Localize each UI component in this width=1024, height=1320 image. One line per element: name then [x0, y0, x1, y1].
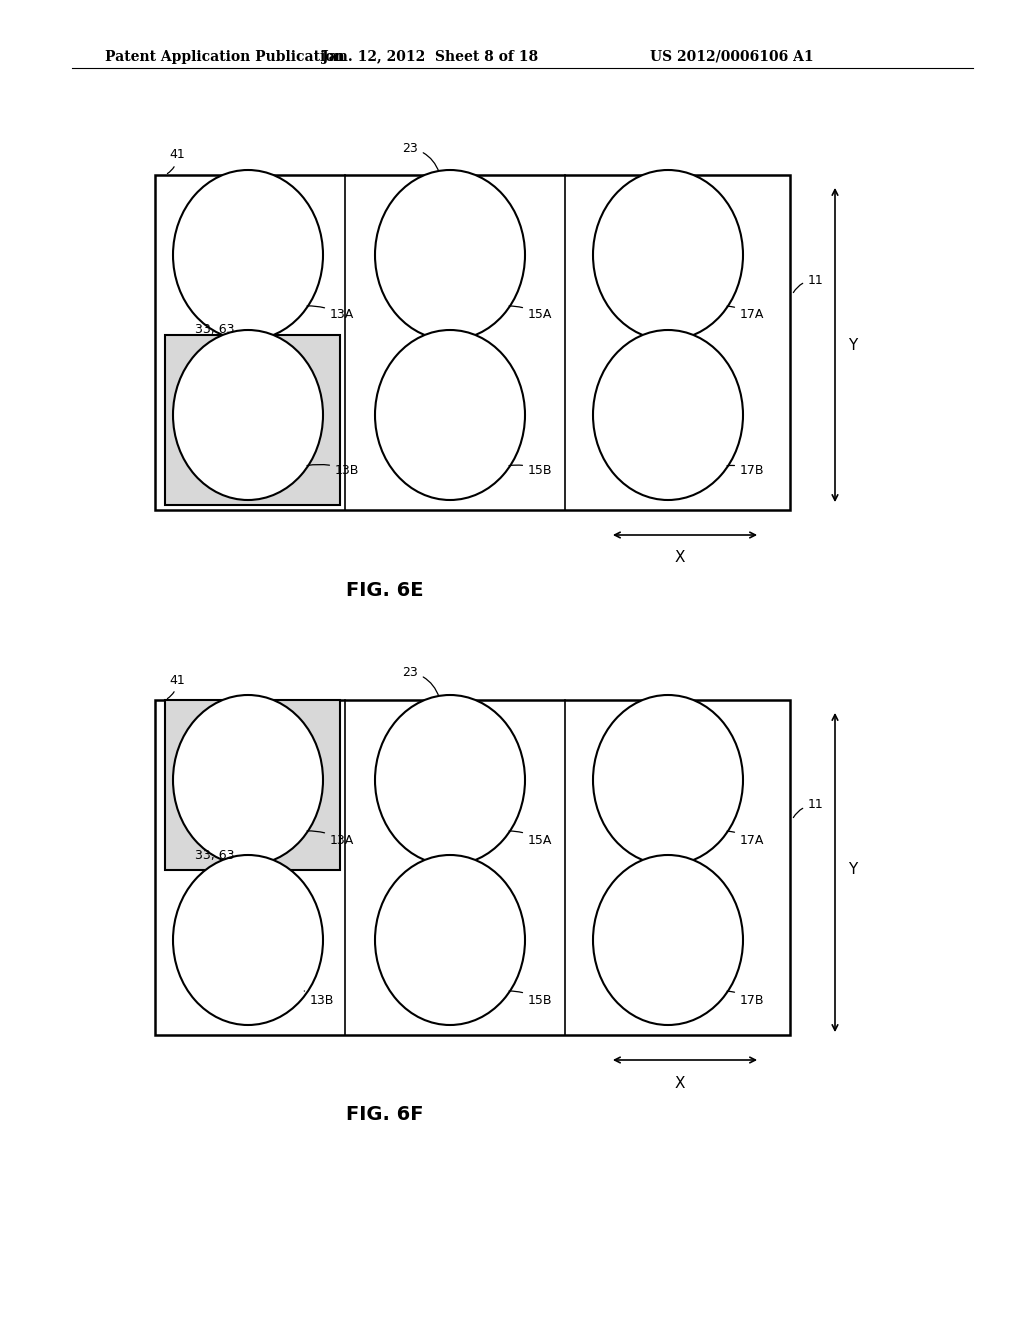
Text: FIG. 6E: FIG. 6E — [346, 581, 424, 599]
Text: FIG. 6F: FIG. 6F — [346, 1106, 424, 1125]
Text: 23: 23 — [402, 665, 439, 697]
Ellipse shape — [375, 330, 525, 500]
Ellipse shape — [593, 330, 743, 500]
Bar — [155, 700, 790, 1035]
Text: 13A: 13A — [307, 830, 354, 846]
Ellipse shape — [173, 855, 323, 1026]
Ellipse shape — [173, 170, 323, 341]
Text: Patent Application Publication: Patent Application Publication — [105, 50, 345, 63]
Bar — [165, 335, 340, 506]
Ellipse shape — [375, 855, 525, 1026]
Text: Jan. 12, 2012  Sheet 8 of 18: Jan. 12, 2012 Sheet 8 of 18 — [322, 50, 538, 63]
Text: Y: Y — [848, 338, 857, 352]
Text: 17A: 17A — [727, 306, 764, 322]
Text: Y: Y — [848, 862, 857, 878]
Text: 11: 11 — [794, 273, 823, 293]
Text: 13B: 13B — [307, 463, 359, 477]
Bar — [165, 700, 340, 870]
Text: 17A: 17A — [727, 832, 764, 846]
Text: X: X — [675, 550, 685, 565]
Bar — [155, 176, 790, 510]
Text: 13B: 13B — [304, 991, 335, 1006]
Text: 41: 41 — [167, 673, 185, 698]
Text: 33, 63: 33, 63 — [196, 849, 234, 862]
Text: 17B: 17B — [727, 463, 765, 477]
Ellipse shape — [173, 696, 323, 865]
Ellipse shape — [375, 696, 525, 865]
Text: 15B: 15B — [509, 463, 553, 477]
Text: 15A: 15A — [509, 832, 552, 846]
Ellipse shape — [375, 170, 525, 341]
Text: 23: 23 — [402, 141, 439, 173]
Text: X: X — [675, 1076, 685, 1090]
Text: 15A: 15A — [509, 306, 552, 322]
Text: 33, 63: 33, 63 — [196, 323, 234, 337]
Text: 41: 41 — [167, 149, 185, 174]
Ellipse shape — [173, 330, 323, 500]
Text: 15B: 15B — [509, 991, 553, 1006]
Text: US 2012/0006106 A1: US 2012/0006106 A1 — [650, 50, 814, 63]
Ellipse shape — [593, 696, 743, 865]
Ellipse shape — [593, 170, 743, 341]
Text: 13A: 13A — [307, 306, 354, 322]
Ellipse shape — [593, 855, 743, 1026]
Text: 17B: 17B — [727, 991, 765, 1006]
Text: 11: 11 — [794, 799, 823, 817]
